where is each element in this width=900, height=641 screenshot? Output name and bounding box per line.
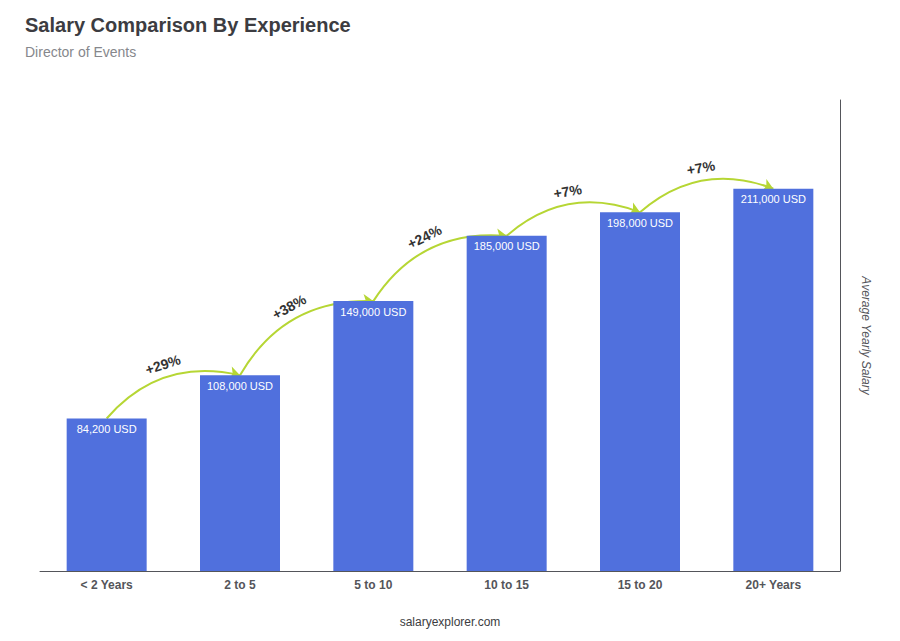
svg-text:Director of Events: Director of Events: [25, 44, 136, 60]
svg-text:211,000 USD: 211,000 USD: [741, 193, 806, 205]
svg-text:20+ Years: 20+ Years: [746, 578, 802, 592]
svg-text:Salary Comparison By Experienc: Salary Comparison By Experience: [25, 14, 351, 36]
svg-text:Average Yearly Salary: Average Yearly Salary: [859, 275, 873, 395]
svg-text:10 to 15: 10 to 15: [484, 578, 529, 592]
svg-text:2 to 5: 2 to 5: [224, 578, 256, 592]
svg-text:+38%: +38%: [269, 291, 309, 323]
svg-text:84,200 USD: 84,200 USD: [77, 423, 137, 435]
svg-text:+29%: +29%: [143, 351, 183, 378]
svg-text:+24%: +24%: [405, 221, 445, 252]
svg-text:198,000 USD: 198,000 USD: [607, 217, 673, 229]
svg-text:5 to 10: 5 to 10: [354, 578, 392, 592]
svg-text:+7%: +7%: [552, 181, 583, 202]
svg-text:15 to 20: 15 to 20: [618, 578, 663, 592]
svg-text:salaryexplorer.com: salaryexplorer.com: [400, 615, 501, 629]
svg-text:149,000 USD: 149,000 USD: [340, 306, 406, 318]
svg-text:185,000 USD: 185,000 USD: [474, 240, 540, 252]
svg-text:< 2 Years: < 2 Years: [81, 578, 133, 592]
svg-text:108,000 USD: 108,000 USD: [207, 380, 273, 392]
svg-text:+7%: +7%: [685, 157, 716, 178]
